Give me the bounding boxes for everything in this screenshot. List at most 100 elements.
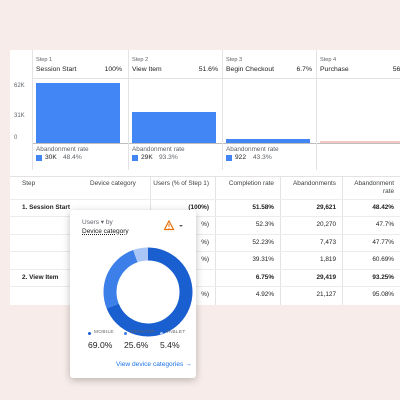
step-percent: 56.7: [392, 66, 400, 73]
table-cell: 6.75%: [255, 273, 274, 281]
step-name: Session Start: [36, 66, 77, 73]
popup-dimension[interactable]: Device category: [82, 228, 129, 235]
axis-label: 0: [14, 135, 18, 141]
table-cell: 7,473: [320, 238, 336, 246]
step-percent: 6.7%: [296, 66, 313, 73]
abandonments: 30K: [45, 154, 57, 161]
legend-value: 5.4%: [160, 340, 180, 350]
step-divider: [128, 50, 129, 170]
table-cell: 60.69%: [372, 256, 394, 264]
table-cell: 21,127: [316, 291, 336, 298]
legend-value: 25.6%: [124, 340, 149, 350]
table-cell: 4.92%: [255, 291, 274, 298]
abandonment-label: Abandonment rate: [132, 146, 185, 153]
popup-metric[interactable]: Users ▾ by: [82, 219, 113, 226]
table-cell: 39.31%: [252, 256, 274, 264]
column-divider: [280, 176, 281, 305]
row-divider: [10, 233, 400, 235]
legend-dot: [124, 332, 127, 335]
step-percent: 100%: [104, 66, 122, 73]
table-cell: 47.7%: [375, 221, 394, 229]
abandonment-label: Abandonment rate: [226, 146, 279, 153]
column-header: Device category: [90, 180, 136, 187]
row-divider: [10, 216, 400, 218]
step-divider: [222, 50, 223, 170]
funnel-bar: [226, 138, 310, 143]
row-divider: [10, 199, 400, 200]
axis-label: 62K: [14, 83, 25, 89]
table-cell: 2. View Item: [22, 273, 59, 281]
row-divider: [10, 268, 400, 270]
table-cell: %): [201, 291, 209, 298]
step-number: Step 3: [226, 57, 243, 63]
table-cell: %): [201, 221, 209, 229]
table-cell: %): [201, 238, 209, 246]
table-cell: 51.58%: [252, 204, 274, 211]
metric: Users: [82, 219, 99, 226]
table-cell: 52.3%: [255, 221, 274, 229]
legend-dot: [160, 332, 163, 335]
step-number: Step 4: [320, 57, 337, 63]
column-divider: [215, 176, 216, 305]
column-divider: [342, 176, 343, 305]
axis-label: 31K: [14, 113, 25, 119]
table-cell: 93.25%: [372, 273, 394, 281]
step-divider: [32, 50, 33, 170]
abandonments: 922: [235, 154, 247, 161]
funnel-baseline: [32, 143, 400, 144]
row-divider: [10, 286, 400, 287]
donut-segment: [103, 247, 193, 337]
legend-square: [132, 155, 138, 161]
abandonment-rate: 93.3%: [159, 154, 178, 161]
legend-dot: [88, 332, 91, 335]
legend-name: DESKTOP: [130, 330, 155, 335]
legend-square: [36, 155, 42, 161]
funnel-bar: [132, 112, 216, 143]
step-name: View Item: [132, 66, 162, 73]
funnel-card: 62K 31K 0 Step 1 Session Start 100% Abandonmen…: [10, 50, 400, 305]
table-cell: 1. Session Start: [22, 204, 70, 211]
column-header: Abandonments: [293, 180, 336, 187]
legend-name: TABLET: [166, 330, 186, 335]
step-number: Step 1: [36, 57, 53, 63]
table-cell: (100%): [188, 204, 209, 211]
donut-segment: [103, 247, 193, 337]
table-cell: 52.23%: [252, 238, 274, 246]
funnel-bar-stub: [320, 141, 400, 143]
table-top-line: [10, 176, 400, 177]
column-header: Completion rate: [228, 180, 274, 187]
view-link[interactable]: View device categories →: [116, 361, 192, 368]
table-cell: 95.08%: [372, 291, 394, 298]
abandonment-rate: 48.4%: [63, 154, 82, 161]
funnel-divider: [32, 78, 400, 79]
step-divider: [316, 50, 317, 170]
column-header: Step: [22, 180, 36, 187]
step-number: Step 2: [132, 57, 149, 63]
link-text: View device categories: [116, 361, 184, 368]
column-header: Users (% of Step 1): [153, 180, 209, 187]
table-cell: 47.77%: [372, 238, 394, 246]
abandonments: 29K: [141, 154, 153, 161]
legend-value: 69.0%: [88, 340, 113, 350]
abandonment-label: Abandonment rate: [36, 146, 89, 153]
table-cell: %): [201, 256, 209, 264]
legend-name: MOBILE: [94, 330, 114, 335]
step-percent: 51.6%: [198, 66, 218, 73]
column-header: Abandonment rate: [354, 180, 394, 195]
legend-square: [226, 155, 232, 161]
table-cell: 29,621: [316, 204, 336, 211]
table-cell: 48.42%: [372, 204, 394, 211]
donut-chart: [103, 247, 193, 337]
abandonment-rate: 43.3%: [253, 154, 272, 161]
step-name: Begin Checkout: [226, 66, 274, 73]
funnel-bar: [36, 83, 120, 143]
warning-icon[interactable]: [164, 220, 188, 232]
table-cell: 1,819: [320, 256, 336, 264]
by: by: [105, 219, 113, 226]
row-divider: [10, 251, 400, 253]
device-popup: Users ▾ by Device category MOBILE 69.0% DE…: [70, 210, 196, 378]
table-cell: 20,270: [316, 221, 336, 229]
step-name: Purchase: [320, 66, 349, 73]
table-cell: 29,419: [316, 273, 336, 281]
